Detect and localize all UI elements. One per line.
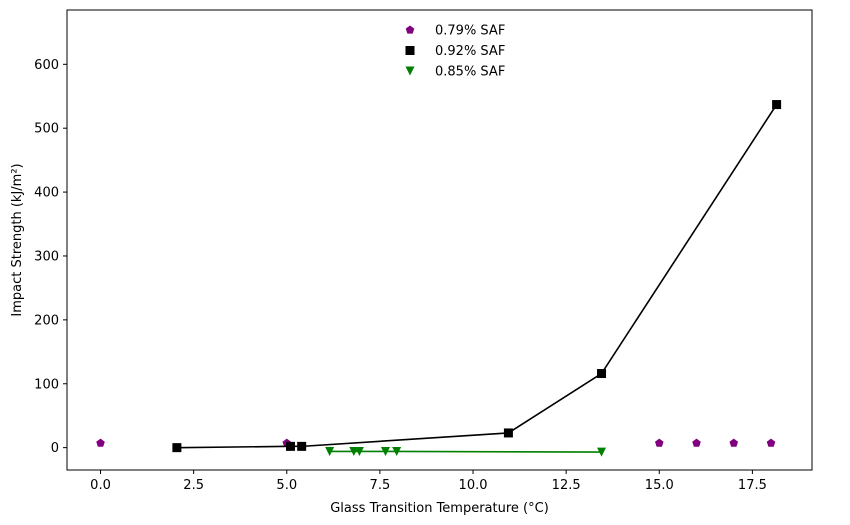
y-tick-label: 0 <box>51 441 59 456</box>
series-0-85-saf <box>325 446 607 457</box>
data-point <box>654 438 664 447</box>
legend-label: 0.92% SAF <box>435 44 505 59</box>
x-tick-label: 5.0 <box>276 478 297 493</box>
series-layer <box>96 100 782 457</box>
data-point <box>286 441 295 451</box>
y-tick-label: 400 <box>34 186 59 201</box>
y-tick-label: 600 <box>34 58 59 73</box>
legend-item: 0.92% SAF <box>405 44 505 59</box>
series-line <box>329 450 602 453</box>
data-point <box>392 446 402 456</box>
x-tick-label: 10.0 <box>459 478 488 493</box>
data-point <box>766 438 776 447</box>
y-tick-label: 500 <box>34 122 59 137</box>
legend-marker <box>405 25 415 34</box>
legend-label: 0.85% SAF <box>435 65 505 80</box>
x-tick-label: 17.5 <box>738 478 767 493</box>
data-point <box>772 100 782 110</box>
legend-marker <box>405 46 415 55</box>
x-tick-label: 15.0 <box>645 478 674 493</box>
data-point <box>503 428 513 438</box>
y-axis: 0 100 200 300 400 500 600 <box>34 58 67 456</box>
legend-item: 0.79% SAF <box>405 24 505 39</box>
series-line <box>176 104 778 449</box>
legend-item: 0.85% SAF <box>405 65 505 80</box>
x-tick-label: 7.5 <box>370 478 391 493</box>
data-point <box>597 369 607 379</box>
data-point <box>597 447 607 457</box>
data-point <box>380 446 390 456</box>
x-tick-label: 2.5 <box>183 478 204 493</box>
data-point <box>172 443 182 453</box>
x-axis-label: Glass Transition Temperature (°C) <box>330 501 549 516</box>
y-tick-label: 100 <box>34 377 59 392</box>
data-point <box>297 441 307 451</box>
legend-marker <box>405 66 415 76</box>
x-tick-label: 12.5 <box>552 478 581 493</box>
x-tick-label: 0.0 <box>90 478 111 493</box>
data-point <box>96 438 105 447</box>
series-0-92-saf <box>172 100 782 453</box>
y-tick-label: 200 <box>34 313 59 328</box>
legend: 0.79% SAF 0.92% SAF 0.85% SAF <box>405 24 505 80</box>
data-point <box>729 438 739 447</box>
plot-frame <box>66 9 813 471</box>
legend-label: 0.79% SAF <box>435 24 505 39</box>
data-point <box>354 446 364 456</box>
y-axis-label: Impact Strength (kJ/m²) <box>10 163 25 316</box>
y-tick-label: 300 <box>34 249 59 264</box>
data-point <box>325 446 335 456</box>
data-point <box>692 438 701 447</box>
x-axis: 0.0 2.5 5.0 7.5 10.0 12.5 15.0 17.5 <box>90 470 767 493</box>
